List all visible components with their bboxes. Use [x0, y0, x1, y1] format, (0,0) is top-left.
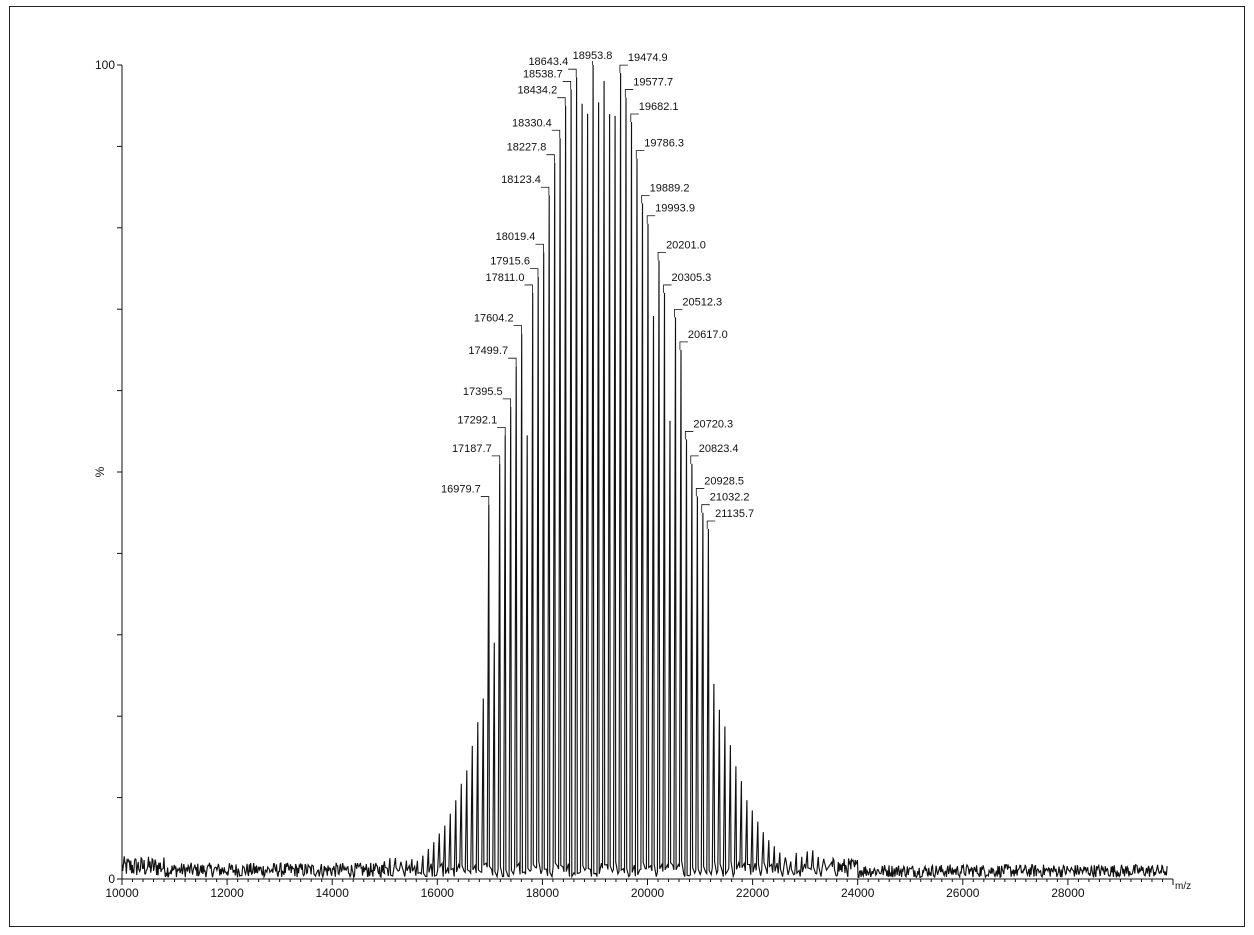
spectrum-line: [121, 64, 1168, 880]
peak-leader: [635, 150, 645, 159]
peak-label: 20823.4: [699, 443, 739, 455]
peak-leader: [663, 284, 672, 293]
peak-annotations: 16979.7 17187.7 17292.1 17395.5 17499.7 17604…: [441, 50, 754, 529]
peak-leader: [557, 97, 566, 106]
peak-label: 19889.2: [650, 182, 690, 194]
peak-label: 18123.4: [501, 174, 541, 186]
x-tick-label: 10000: [105, 886, 139, 900]
peak-leader: [513, 325, 523, 334]
spectrum-trace: [121, 64, 1168, 880]
peak-leader: [491, 455, 501, 464]
peak-label: 17604.2: [474, 313, 514, 325]
peak-label: 20512.3: [682, 296, 722, 308]
peak-label: 18330.4: [512, 117, 552, 129]
peak-leader: [690, 455, 699, 464]
peak-leader: [546, 154, 555, 163]
peak-leader: [551, 129, 561, 139]
peak-label: 18538.7: [523, 68, 563, 80]
peak-label: 20720.3: [693, 418, 733, 430]
peak-label: 21032.2: [710, 492, 750, 504]
x-tick-label: 16000: [421, 886, 455, 900]
peak-leader: [562, 81, 572, 90]
peak-leader: [502, 398, 512, 407]
peak-leader: [646, 215, 656, 224]
peak-leader: [674, 308, 683, 318]
peak-label: 18953.8: [573, 50, 613, 62]
peak-label: 19786.3: [644, 138, 684, 150]
peak-label: 17187.7: [452, 443, 492, 455]
peak-label: 19577.7: [633, 77, 673, 89]
peak-label: 17915.6: [490, 256, 530, 268]
peak-label: 18019.4: [496, 231, 536, 243]
peak-leader: [695, 488, 705, 497]
x-tick-label: 20000: [631, 886, 665, 900]
x-axis-title: m/z: [1175, 881, 1191, 892]
x-tick-label: 24000: [841, 886, 875, 900]
peak-leader: [480, 496, 490, 505]
ticks: 10000 12000 14000 16000 18000 20000 22000 24000…: [95, 58, 1174, 900]
peak-label: 17499.7: [468, 345, 508, 357]
x-tick-label: 28000: [1051, 886, 1085, 900]
peak-leader: [508, 357, 517, 367]
x-tick-label: 26000: [946, 886, 980, 900]
peak-leader: [679, 341, 688, 350]
peak-leader: [497, 426, 506, 436]
peak-label: 17292.1: [457, 414, 497, 426]
peak-label: 20928.5: [704, 475, 744, 487]
peak-leader: [624, 89, 634, 98]
x-tick-label: 14000: [316, 886, 350, 900]
peak-leader: [706, 520, 716, 529]
peak-label: 18227.8: [507, 142, 547, 154]
mass-spectrum-plot: 10000 12000 14000 16000 18000 20000 22000 24000…: [93, 50, 1191, 900]
peak-leader: [568, 68, 577, 78]
peak-label: 19993.9: [655, 203, 695, 215]
peak-label: 19682.1: [639, 101, 679, 113]
y-tick-label: 100: [95, 58, 115, 72]
peak-leader: [657, 251, 667, 261]
peak-label: 16979.7: [441, 484, 481, 496]
peak-leader: [540, 186, 550, 196]
peak-label: 18643.4: [528, 56, 568, 68]
x-tick-label: 18000: [526, 886, 560, 900]
peak-leader: [524, 284, 533, 293]
peak-label: 17811.0: [486, 272, 525, 284]
y-axis-title: %: [93, 466, 107, 477]
peak-leader: [684, 431, 694, 440]
y-tick-label: 0: [108, 872, 115, 886]
peak-leader: [535, 243, 544, 253]
peak-leader: [641, 194, 650, 204]
peak-leader: [619, 64, 628, 74]
chart-frame: 10000 12000 14000 16000 18000 20000 22000 24000…: [9, 6, 1245, 927]
peak-label: 17395.5: [463, 386, 503, 398]
peak-label: 20305.3: [672, 272, 712, 284]
peak-label: 20201.0: [666, 239, 706, 251]
x-tick-label: 12000: [210, 886, 244, 900]
x-tick-label: 22000: [736, 886, 770, 900]
peak-label: 18434.2: [517, 85, 557, 97]
peak-label: 20617.0: [688, 329, 728, 341]
peak-leader: [529, 268, 539, 277]
peak-leader: [701, 504, 710, 513]
peak-label: 21135.7: [715, 508, 754, 520]
peak-leader: [630, 113, 639, 122]
peak-label: 19474.9: [628, 52, 668, 64]
